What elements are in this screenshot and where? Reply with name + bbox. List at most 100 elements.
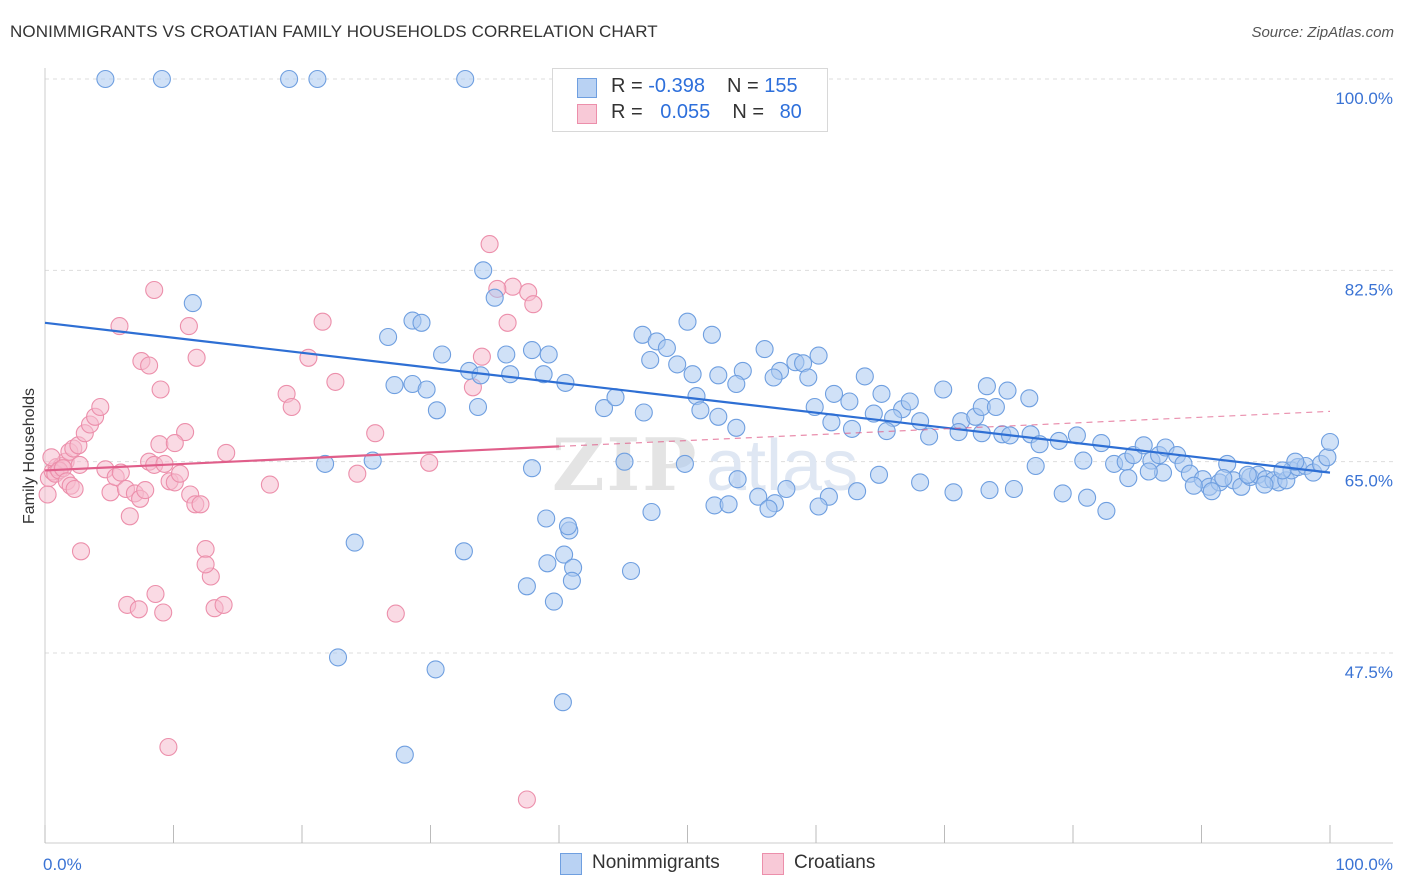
nonimmigrants-point <box>709 366 728 385</box>
nonimmigrants-point <box>764 368 783 387</box>
croatians-points <box>38 235 543 809</box>
nonimmigrants-point <box>869 465 889 484</box>
r-value: 0.055 <box>660 101 711 123</box>
nonimmigrants-point <box>522 341 542 360</box>
croatians-point <box>480 235 499 254</box>
croatians-point <box>146 584 165 604</box>
nonimmigrants-point <box>1214 469 1233 488</box>
croatians-point <box>120 507 139 526</box>
nonimmigrants-point <box>417 380 436 399</box>
nonimmigrants-point <box>986 397 1005 417</box>
nonimmigrants-point <box>1097 501 1116 520</box>
legend-label: Nonimmigrants <box>592 852 720 873</box>
croatians-point <box>71 542 91 561</box>
croatians-point <box>386 604 405 623</box>
croatians-point <box>140 356 159 375</box>
croatians-point <box>159 737 178 757</box>
nonimmigrants-point <box>855 367 874 386</box>
correlation-legend: R = -0.398 N = 155 R = 0.055 N = 80 <box>552 68 828 132</box>
croatians-point <box>136 481 155 500</box>
nonimmigrants-point <box>749 487 768 506</box>
r-value: -0.398 <box>648 75 705 97</box>
nonimmigrants-point <box>501 365 520 384</box>
croatians-point <box>101 483 120 502</box>
trend-lines <box>44 321 1331 474</box>
nonimmigrants-point <box>316 454 335 473</box>
nonimmigrants-point <box>328 648 348 667</box>
grid <box>45 78 1393 654</box>
nonimmigrants-point <box>538 554 557 573</box>
nonimmigrants-point <box>1184 476 1203 495</box>
nonimmigrants-point <box>998 381 1017 400</box>
croatians-point <box>91 397 110 417</box>
r-label: R = <box>611 75 649 97</box>
nonimmigrants-point <box>691 401 710 420</box>
nonimmigrants-point <box>1092 434 1111 453</box>
nonimmigrants-point <box>522 459 542 478</box>
croatians-point <box>187 348 206 367</box>
nonimmigrants-point <box>634 403 653 422</box>
nonimmigrants-point <box>594 399 614 418</box>
croatians-point <box>170 464 189 483</box>
nonimmigrants-point <box>379 327 398 347</box>
croatians-point <box>111 463 130 482</box>
nonimmigrants-point <box>1026 456 1045 476</box>
n-value: 155 <box>764 75 798 97</box>
nonimmigrants-point <box>497 345 516 364</box>
nonimmigrants-point <box>468 397 488 417</box>
nonimmigrants-point <box>562 571 581 590</box>
croatians-point <box>70 455 89 474</box>
nonimmigrants-point <box>668 355 687 374</box>
n-label: N = <box>732 101 770 123</box>
x-tick-label: 100.0% <box>1335 855 1393 874</box>
nonimmigrants-point <box>709 407 728 426</box>
nonimmigrants-point <box>1273 461 1292 480</box>
nonimmigrants-point <box>840 392 859 411</box>
nonimmigrants-point <box>848 482 867 501</box>
croatians-point <box>179 317 198 336</box>
tick-labels: 100.0% 82.5% 65.0% 47.5% 0.0% 100.0% Family Ho… <box>21 89 1393 874</box>
nonimmigrants-points <box>96 69 1340 764</box>
nonimmigrants-point <box>759 499 778 518</box>
nonimmigrants-point <box>1202 482 1221 501</box>
nonimmigrants-point <box>719 495 738 514</box>
nonimmigrants-point <box>96 69 115 89</box>
nonimmigrants-point <box>1119 469 1138 488</box>
nonimmigrants-point <box>433 345 452 364</box>
nonimmigrants-point <box>755 340 774 359</box>
croatians-point <box>145 280 164 300</box>
nonimmigrants-point <box>280 69 299 89</box>
croatians-point <box>150 435 169 454</box>
nonimmigrants-point <box>412 313 431 332</box>
croatians-point <box>420 453 439 472</box>
nonimmigrants-point <box>454 542 473 561</box>
nonimmigrants-point <box>606 388 625 407</box>
n-value: 80 <box>779 101 802 123</box>
nonimmigrants-point <box>615 452 634 471</box>
croatians-point <box>151 380 170 399</box>
nonimmigrants-point <box>683 365 702 384</box>
nonimmigrants-point <box>642 502 661 522</box>
croatians-point <box>165 434 184 453</box>
croatians-point <box>472 347 491 366</box>
croatians-point <box>282 397 301 417</box>
nonimmigrants-point <box>1255 475 1274 494</box>
legend-label: Croatians <box>794 852 876 873</box>
source-label: Source: ZipAtlas.com <box>1251 24 1394 41</box>
nonimmigrants-point <box>1053 484 1072 503</box>
croatians-point <box>524 295 543 314</box>
nonimmigrants-point <box>678 312 697 331</box>
nonimmigrants-point <box>456 69 475 89</box>
nonimmigrants-point <box>944 483 963 502</box>
nonimmigrants-point <box>1074 451 1093 470</box>
nonimmigrants-point <box>537 509 556 528</box>
croatians-point <box>498 313 517 332</box>
nonimmigrants-point <box>872 384 891 403</box>
nonimmigrants-point <box>777 479 796 499</box>
nonimmigrants-point <box>1286 452 1305 471</box>
croatians-point <box>326 372 345 391</box>
croatians-swatch <box>762 853 784 875</box>
nonimmigrants-point <box>395 745 414 764</box>
croatians-trend-line <box>44 445 560 472</box>
croatians-point <box>176 423 195 442</box>
